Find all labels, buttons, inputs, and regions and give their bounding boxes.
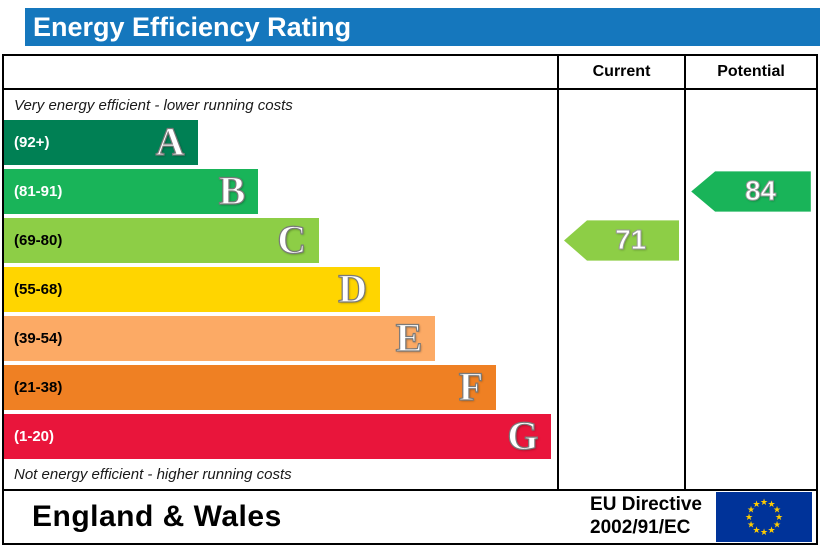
current-column-header: Current: [557, 56, 684, 88]
svg-text:★: ★: [775, 512, 783, 522]
band-range-B: (81-91): [14, 183, 63, 200]
potential-row-G: [686, 412, 816, 461]
band-range-E: (39-54): [14, 330, 63, 347]
potential-row-B: 84: [686, 167, 816, 216]
potential-column: 84: [684, 90, 816, 489]
chart-body: Very energy efficient - lower running co…: [4, 90, 816, 489]
svg-text:★: ★: [760, 497, 768, 507]
potential-row-E: [686, 314, 816, 363]
svg-text:★: ★: [745, 512, 753, 522]
potential-rating-arrow: 84: [691, 171, 811, 212]
current-row-E: [559, 314, 684, 363]
band-range-C: (69-80): [14, 232, 63, 249]
svg-text:★: ★: [747, 520, 755, 530]
potential-row-C: [686, 216, 816, 265]
svg-text:★: ★: [767, 499, 775, 509]
band-bar-B: (81-91) B: [4, 167, 259, 214]
band-range-A: (92+): [14, 134, 50, 151]
top-note: Very energy efficient - lower running co…: [14, 96, 293, 114]
eu-directive-line2: 2002/91/EC: [590, 517, 691, 538]
band-letter-C: C: [277, 216, 307, 262]
potential-rating-value: 84: [744, 175, 777, 207]
band-row-F: (21-38) F: [4, 363, 557, 412]
band-bar-G: (1-20) G: [4, 412, 552, 459]
chart-title: Energy Efficiency Rating: [33, 11, 352, 42]
band-range-G: (1-20): [14, 428, 55, 445]
current-row-F: [559, 363, 684, 412]
potential-row-F: [686, 363, 816, 412]
band-range-D: (55-68): [14, 281, 63, 298]
band-row-A: (92+) A: [4, 118, 557, 167]
epc-chart: Energy Efficiency Rating Current Potenti…: [0, 8, 820, 545]
potential-column-spacer: [686, 92, 816, 118]
chart-title-bar: Energy Efficiency Rating: [25, 8, 820, 46]
band-row-E: (39-54) E: [4, 314, 557, 363]
bands: (92+) A (81-91) B (69-80) C (55-68) D (39-54) E (2…: [4, 118, 557, 461]
band-letter-F: F: [458, 363, 484, 409]
chart-frame: Current Potential Very energy efficient …: [2, 54, 818, 545]
current-row-B: [559, 167, 684, 216]
current-rating-arrow: 71: [564, 220, 679, 261]
header-spacer-cell: [4, 56, 557, 88]
svg-text:★: ★: [747, 505, 755, 515]
band-range-F: (21-38): [14, 379, 63, 396]
potential-column-spacer: [686, 461, 816, 487]
region-label: England & Wales: [32, 500, 282, 533]
band-letter-G: G: [507, 412, 539, 458]
bands-column: Very energy efficient - lower running co…: [4, 90, 557, 489]
band-letter-D: D: [338, 265, 368, 311]
band-row-D: (55-68) D: [4, 265, 557, 314]
current-row-A: [559, 118, 684, 167]
potential-column-header: Potential: [684, 56, 816, 88]
svg-text:★: ★: [760, 527, 768, 537]
footer-row: England & Wales EU Directive 2002/91/EC …: [4, 489, 816, 543]
potential-row-A: [686, 118, 816, 167]
svg-text:★: ★: [752, 525, 760, 535]
current-row-G: [559, 412, 684, 461]
current-row-D: [559, 265, 684, 314]
current-row-C: 71: [559, 216, 684, 265]
current-column: 71: [557, 90, 684, 489]
eu-directive-line1: EU Directive: [590, 494, 702, 516]
band-letter-B: B: [218, 167, 246, 213]
svg-text:★: ★: [773, 520, 781, 530]
band-bar-A: (92+) A: [4, 120, 198, 165]
bottom-note: Not energy efficient - higher running co…: [14, 465, 292, 483]
band-bar-F: (21-38) F: [4, 363, 497, 410]
eu-directive-label: EU Directive 2002/91/EC: [590, 494, 702, 540]
band-row-G: (1-20) G: [4, 412, 557, 461]
eu-flag-stars: ★ ★★★★★★★★★★★: [745, 497, 783, 537]
eu-flag-icon: ★ ★ ★ ★ ★ ★ ★ ★ ★ ★ ★ ★: [716, 492, 812, 542]
band-letter-A: A: [155, 118, 185, 164]
band-row-C: (69-80) C: [4, 216, 557, 265]
band-row-B: (81-91) B: [4, 167, 557, 216]
current-rating-value: 71: [615, 224, 647, 256]
current-column-spacer: [559, 461, 684, 487]
potential-row-D: [686, 265, 816, 314]
band-bar-D: (55-68) D: [4, 265, 381, 312]
svg-text:★: ★: [767, 525, 775, 535]
column-header-row: Current Potential: [4, 56, 816, 90]
svg-text:★: ★: [773, 505, 781, 515]
band-letter-E: E: [395, 314, 423, 360]
svg-text:★: ★: [752, 499, 760, 509]
current-column-spacer: [559, 92, 684, 118]
band-bar-C: (69-80) C: [4, 216, 320, 263]
band-bar-E: (39-54) E: [4, 314, 436, 361]
